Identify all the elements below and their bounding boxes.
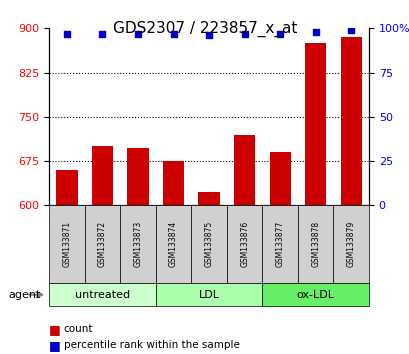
Bar xyxy=(234,135,255,205)
Point xyxy=(99,31,106,36)
Text: agent: agent xyxy=(8,290,40,300)
Text: LDL: LDL xyxy=(198,290,219,300)
Point xyxy=(241,31,247,36)
Text: GDS2307 / 223857_x_at: GDS2307 / 223857_x_at xyxy=(112,21,297,38)
Point xyxy=(205,33,212,38)
Text: GSM133873: GSM133873 xyxy=(133,221,142,267)
Bar xyxy=(304,43,326,205)
Bar xyxy=(92,146,113,205)
Bar xyxy=(127,148,148,205)
Bar xyxy=(162,161,184,205)
Text: GSM133875: GSM133875 xyxy=(204,221,213,267)
Point xyxy=(312,29,318,35)
Text: GSM133872: GSM133872 xyxy=(98,221,107,267)
Point xyxy=(276,31,283,36)
Text: GSM133879: GSM133879 xyxy=(346,221,355,267)
Text: GSM133878: GSM133878 xyxy=(310,221,319,267)
Text: GSM133877: GSM133877 xyxy=(275,221,284,267)
Text: ■: ■ xyxy=(49,323,61,336)
Text: ox-LDL: ox-LDL xyxy=(296,290,334,300)
Text: untreated: untreated xyxy=(75,290,130,300)
Point xyxy=(347,27,354,33)
Text: GSM133874: GSM133874 xyxy=(169,221,178,267)
Point xyxy=(170,31,176,36)
Text: GSM133876: GSM133876 xyxy=(240,221,249,267)
Text: count: count xyxy=(63,324,93,334)
Text: GSM133871: GSM133871 xyxy=(62,221,71,267)
Bar xyxy=(340,37,361,205)
Text: ■: ■ xyxy=(49,339,61,352)
Bar xyxy=(56,170,77,205)
Text: percentile rank within the sample: percentile rank within the sample xyxy=(63,340,239,350)
Bar xyxy=(269,152,290,205)
Point xyxy=(63,31,70,36)
Point xyxy=(135,31,141,36)
Bar xyxy=(198,192,219,205)
